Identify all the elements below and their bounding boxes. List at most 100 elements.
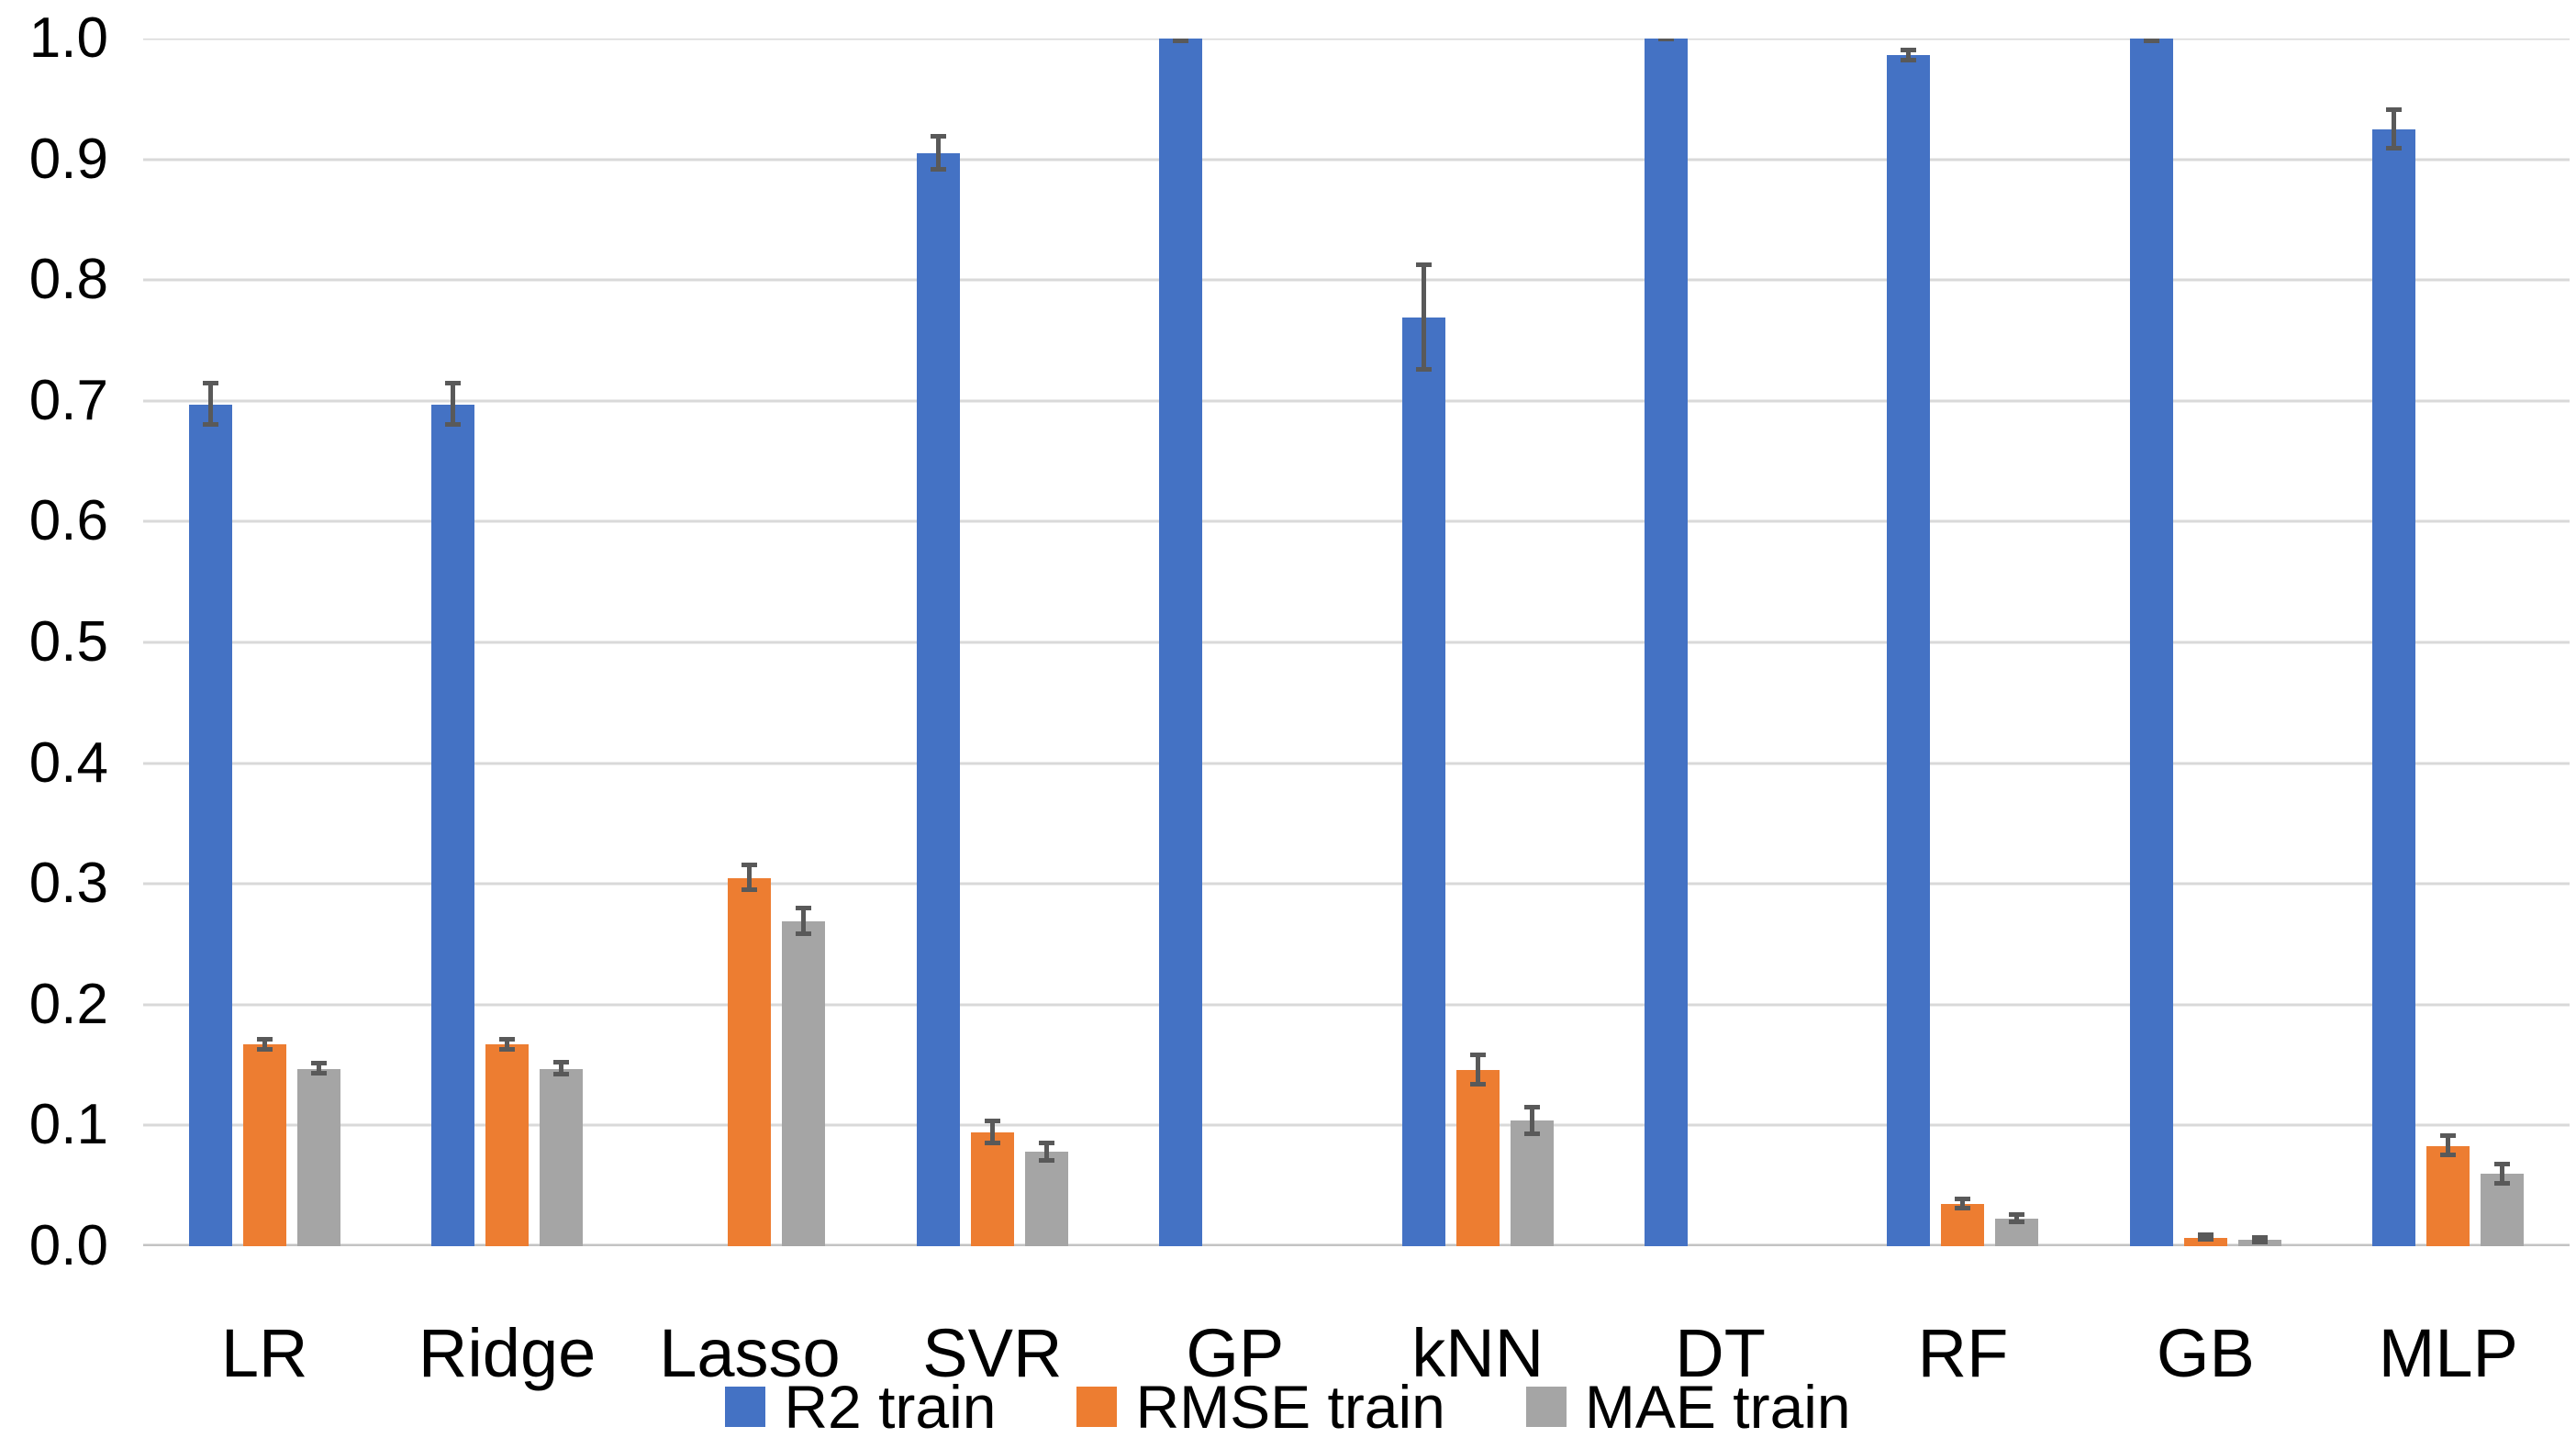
error-bar-cap-bottom (742, 886, 758, 892)
bar-slot-rmse-train (728, 39, 772, 1246)
bar-group-knn (1356, 39, 1599, 1246)
error-bar (1960, 1198, 1966, 1209)
error-bar (559, 1062, 564, 1076)
error-bar-cap-bottom (984, 1141, 1000, 1146)
error-bar-cap-bottom (1523, 1131, 1540, 1136)
bar-group-mlp (2327, 39, 2570, 1246)
error-bar-cap-top (2440, 1133, 2457, 1139)
legend-swatch-r2-train (725, 1387, 766, 1427)
error-bar-cap-top (310, 1061, 327, 1066)
y-axis-tick-label: 0.2 (28, 972, 108, 1036)
gridline (143, 762, 2570, 765)
error-bar-cap-bottom (796, 931, 812, 937)
x-axis-category-label: Lasso (659, 1315, 841, 1391)
error-bar-cap-bottom (2386, 145, 2403, 150)
error-bar-cap-top (202, 381, 218, 386)
bar-slot-r2-train (2372, 39, 2416, 1246)
bar-lr-r2-train (188, 404, 232, 1246)
bar-mlp-rmse-train (2426, 1145, 2470, 1246)
plot-area (143, 39, 2570, 1246)
bar-group-dt (1599, 39, 1841, 1246)
bar-slot-mae-train (1753, 39, 1796, 1246)
bar-knn-mae-train (1510, 1120, 1554, 1246)
error-bar-cap-bottom (2009, 1219, 2025, 1224)
error-bar-cap-top (1469, 1053, 1486, 1058)
bar-slot-mae-train (1267, 39, 1310, 1246)
gridline (143, 278, 2570, 282)
error-bar-cap-bottom (1658, 39, 1675, 42)
y-axis-tick-label: 0.3 (28, 852, 108, 916)
legend-swatch-rmse-train (1076, 1387, 1118, 1427)
bar-svr-r2-train (916, 153, 960, 1246)
bar-slot-mae-train (1995, 39, 2039, 1246)
bar-slot-r2-train (1401, 39, 1445, 1246)
bar-knn-r2-train (1401, 318, 1445, 1246)
y-axis-tick-label: 0.4 (28, 730, 108, 795)
bar-svr-rmse-train (970, 1132, 1014, 1246)
error-bar (2014, 1214, 2020, 1222)
legend-label: RMSE train (1135, 1373, 1445, 1441)
gridline (143, 882, 2570, 886)
error-bar-cap-bottom (2143, 39, 2159, 43)
gridline (143, 1123, 2570, 1127)
legend-item-mae-train: MAE train (1525, 1373, 1851, 1441)
gridline (143, 641, 2570, 644)
error-bar (935, 136, 941, 171)
error-bar-cap-bottom (1901, 57, 1917, 62)
y-axis-tick-label: 0.0 (28, 1214, 108, 1277)
x-axis-category-label: GB (2156, 1315, 2255, 1391)
bar-slot-r2-train (674, 39, 717, 1246)
bar-slot-r2-train (1645, 39, 1689, 1246)
legend-label: MAE train (1584, 1373, 1851, 1441)
gridline (143, 519, 2570, 523)
bar-slot-mae-train (2481, 39, 2525, 1246)
error-bar-cap-top (1038, 1141, 1054, 1146)
error-bar-cap-top (1901, 48, 1917, 53)
bar-group-lasso (629, 39, 871, 1246)
bar-group-ridge (385, 39, 628, 1246)
y-axis-tick-label: 0.7 (28, 368, 108, 432)
bar-slot-rmse-train (1941, 39, 1985, 1246)
error-bar-cap-top (2494, 1161, 2511, 1166)
error-bar-cap-bottom (2251, 1240, 2268, 1245)
error-bar-cap-top (984, 1119, 1000, 1124)
error-bar-cap-bottom (499, 1046, 516, 1052)
x-axis-line (143, 1243, 2570, 1246)
error-bar-cap-bottom (445, 422, 462, 428)
error-bar (1043, 1143, 1049, 1161)
error-bar (1529, 1107, 1534, 1134)
bar-gb-r2-train (2129, 39, 2173, 1246)
error-bar (451, 384, 456, 426)
error-bar-cap-top (256, 1036, 273, 1042)
bar-group-rf (1842, 39, 2084, 1246)
bar-slot-r2-train (916, 39, 960, 1246)
error-bar-cap-bottom (256, 1046, 273, 1052)
error-bar (989, 1121, 995, 1144)
error-bar-cap-bottom (2197, 1237, 2214, 1243)
x-axis-category-label: Ridge (418, 1315, 597, 1391)
error-bar (2500, 1164, 2505, 1184)
bar-group-lr (143, 39, 385, 1246)
error-bar (262, 1039, 267, 1050)
x-axis-category-label: DT (1675, 1315, 1766, 1391)
error-bar-cap-bottom (202, 422, 218, 428)
bar-slot-mae-train (540, 39, 584, 1246)
error-bar (747, 865, 753, 890)
y-axis-tick-label: 0.9 (28, 127, 108, 191)
x-axis-category-label: LR (220, 1315, 308, 1391)
error-bar-cap-top (796, 905, 812, 910)
error-bar-cap-top (1415, 262, 1432, 268)
bar-slot-rmse-train (2426, 39, 2470, 1246)
bar-slot-mae-train (2237, 39, 2281, 1246)
bar-slot-rmse-train (1213, 39, 1256, 1246)
bar-slot-r2-train (1887, 39, 1931, 1246)
error-bar (207, 384, 213, 426)
bar-svr-mae-train (1024, 1152, 1068, 1246)
error-bar-cap-bottom (930, 167, 946, 173)
x-axis-category-label: RF (1917, 1315, 2009, 1391)
bar-slot-rmse-train (1699, 39, 1742, 1246)
error-bar (1906, 50, 1912, 61)
error-bar (316, 1064, 321, 1074)
bar-ridge-r2-train (431, 404, 475, 1246)
